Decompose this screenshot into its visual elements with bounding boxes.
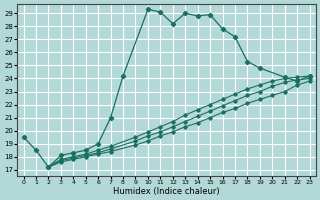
X-axis label: Humidex (Indice chaleur): Humidex (Indice chaleur) bbox=[113, 187, 220, 196]
